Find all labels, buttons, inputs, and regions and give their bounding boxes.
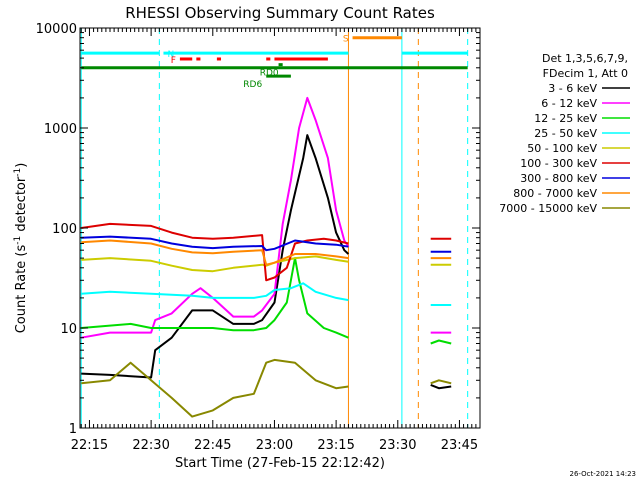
x-tick-label-1: 22:15 — [71, 438, 108, 453]
y-tick-label-2: 10 — [60, 322, 77, 337]
legend-label-5: 50 - 100 keV — [527, 142, 597, 155]
legend: Det 1,3,5,6,7,9, FDecim 1, Att 0 3 - 6 keV… — [499, 52, 630, 215]
series-line-4-part-1 — [81, 282, 349, 302]
chart-title: RHESSI Observing Summary Count Rates — [125, 4, 435, 22]
y-axis-label-mid: detector — [14, 176, 29, 236]
legend-label-4: 25 - 50 keV — [534, 127, 597, 140]
flag-label-6: RD0 — [260, 69, 279, 79]
series-line-7-part-1 — [81, 235, 349, 252]
flag-label-5: RD6 — [243, 80, 262, 90]
y-tick-label-4: 1000 — [44, 122, 77, 137]
x-axis-label: Start Time (27-Feb-15 22:12:42) — [175, 456, 385, 471]
series-line-3-part-1 — [81, 257, 349, 339]
y-tick-label-3: 100 — [52, 222, 77, 237]
y-axis-label-end: ) — [14, 163, 29, 168]
y-tick-label-1: 1 — [69, 422, 77, 437]
y-axis-label-exp2: -1 — [13, 168, 23, 177]
series-line-3-part-2 — [430, 339, 452, 345]
series-line-1-part-2 — [430, 383, 452, 390]
series-line-8-part-1 — [81, 239, 349, 266]
x-tick-label-3: 22:45 — [194, 438, 231, 453]
flag-label-1: N — [167, 50, 174, 60]
x-tick-label-5: 23:15 — [317, 438, 354, 453]
legend-label-7: 300 - 800 keV — [520, 172, 597, 185]
axes-frame — [79, 27, 481, 429]
series-line-1-part-1 — [81, 134, 350, 379]
x-tick-label-6: 23:30 — [379, 438, 416, 453]
x-tick-label-2: 22:30 — [132, 438, 169, 453]
y-axis-label-main: Count Rate (s — [14, 245, 29, 334]
flag-label-2: S — [343, 35, 349, 45]
series-line-9-part-2 — [430, 379, 452, 385]
y-axis-label: Count Rate (s-1 detector-1) — [13, 163, 29, 334]
axes: 1 10 100 1000 10000 22:15 22:30 22:45 23:00 23:15… — [36, 22, 481, 453]
legend-label-6: 100 - 300 keV — [520, 157, 597, 170]
legend-header-1: Det 1,3,5,6,7,9, — [542, 52, 628, 65]
series-line-2-part-1 — [81, 96, 350, 339]
series-line-9-part-1 — [81, 358, 349, 418]
series-line-5-part-1 — [81, 255, 349, 273]
legend-header-2: FDecim 1, Att 0 — [543, 67, 628, 80]
legend-label-1: 3 - 6 keV — [548, 82, 597, 95]
legend-label-3: 12 - 25 keV — [534, 112, 597, 125]
x-tick-label-4: 23:00 — [256, 438, 293, 453]
y-tick-label-5: 10000 — [36, 22, 77, 37]
legend-label-8: 800 - 7000 keV — [513, 187, 597, 200]
legend-label-2: 6 - 12 keV — [541, 97, 597, 110]
x-tick-label-7: 23:45 — [441, 438, 478, 453]
legend-label-9: 7000 - 15000 keV — [499, 202, 597, 215]
footer-timestamp: 26-Oct-2021 14:23 — [570, 470, 636, 478]
flag-label-3: F — [171, 56, 176, 66]
svg-text:Count Rate (s-1 detector-1): Count Rate (s-1 detector-1) — [13, 163, 29, 334]
y-axis-label-exp1: -1 — [13, 236, 23, 245]
